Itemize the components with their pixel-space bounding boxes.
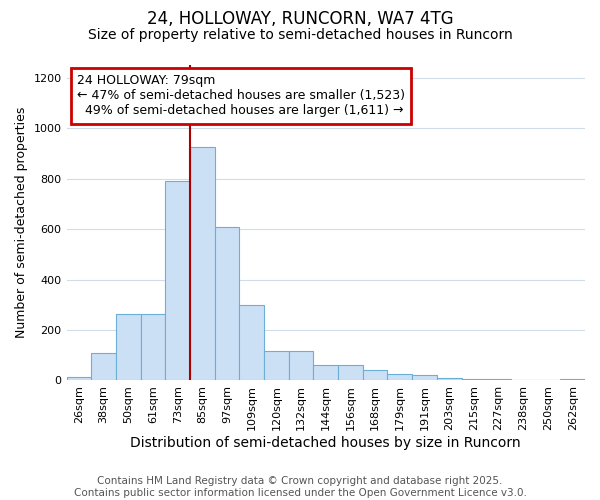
Bar bbox=[289, 352, 313, 380]
Text: 24 HOLLOWAY: 79sqm
← 47% of semi-detached houses are smaller (1,523)
  49% of se: 24 HOLLOWAY: 79sqm ← 47% of semi-detache… bbox=[77, 74, 405, 118]
Bar bbox=[91, 352, 116, 380]
Bar bbox=[338, 366, 363, 380]
Bar bbox=[116, 314, 140, 380]
Bar bbox=[239, 304, 264, 380]
Y-axis label: Number of semi-detached properties: Number of semi-detached properties bbox=[15, 107, 28, 338]
Bar bbox=[437, 378, 461, 380]
Bar bbox=[388, 374, 412, 380]
Bar bbox=[461, 379, 486, 380]
Bar bbox=[363, 370, 388, 380]
X-axis label: Distribution of semi-detached houses by size in Runcorn: Distribution of semi-detached houses by … bbox=[130, 436, 521, 450]
Bar bbox=[190, 147, 215, 380]
Bar bbox=[412, 376, 437, 380]
Text: Contains HM Land Registry data © Crown copyright and database right 2025.
Contai: Contains HM Land Registry data © Crown c… bbox=[74, 476, 526, 498]
Bar bbox=[67, 376, 91, 380]
Text: Size of property relative to semi-detached houses in Runcorn: Size of property relative to semi-detach… bbox=[88, 28, 512, 42]
Bar bbox=[264, 352, 289, 380]
Bar bbox=[560, 379, 585, 380]
Text: 24, HOLLOWAY, RUNCORN, WA7 4TG: 24, HOLLOWAY, RUNCORN, WA7 4TG bbox=[146, 10, 454, 28]
Bar bbox=[140, 314, 165, 380]
Bar bbox=[313, 366, 338, 380]
Bar bbox=[215, 226, 239, 380]
Bar bbox=[165, 181, 190, 380]
